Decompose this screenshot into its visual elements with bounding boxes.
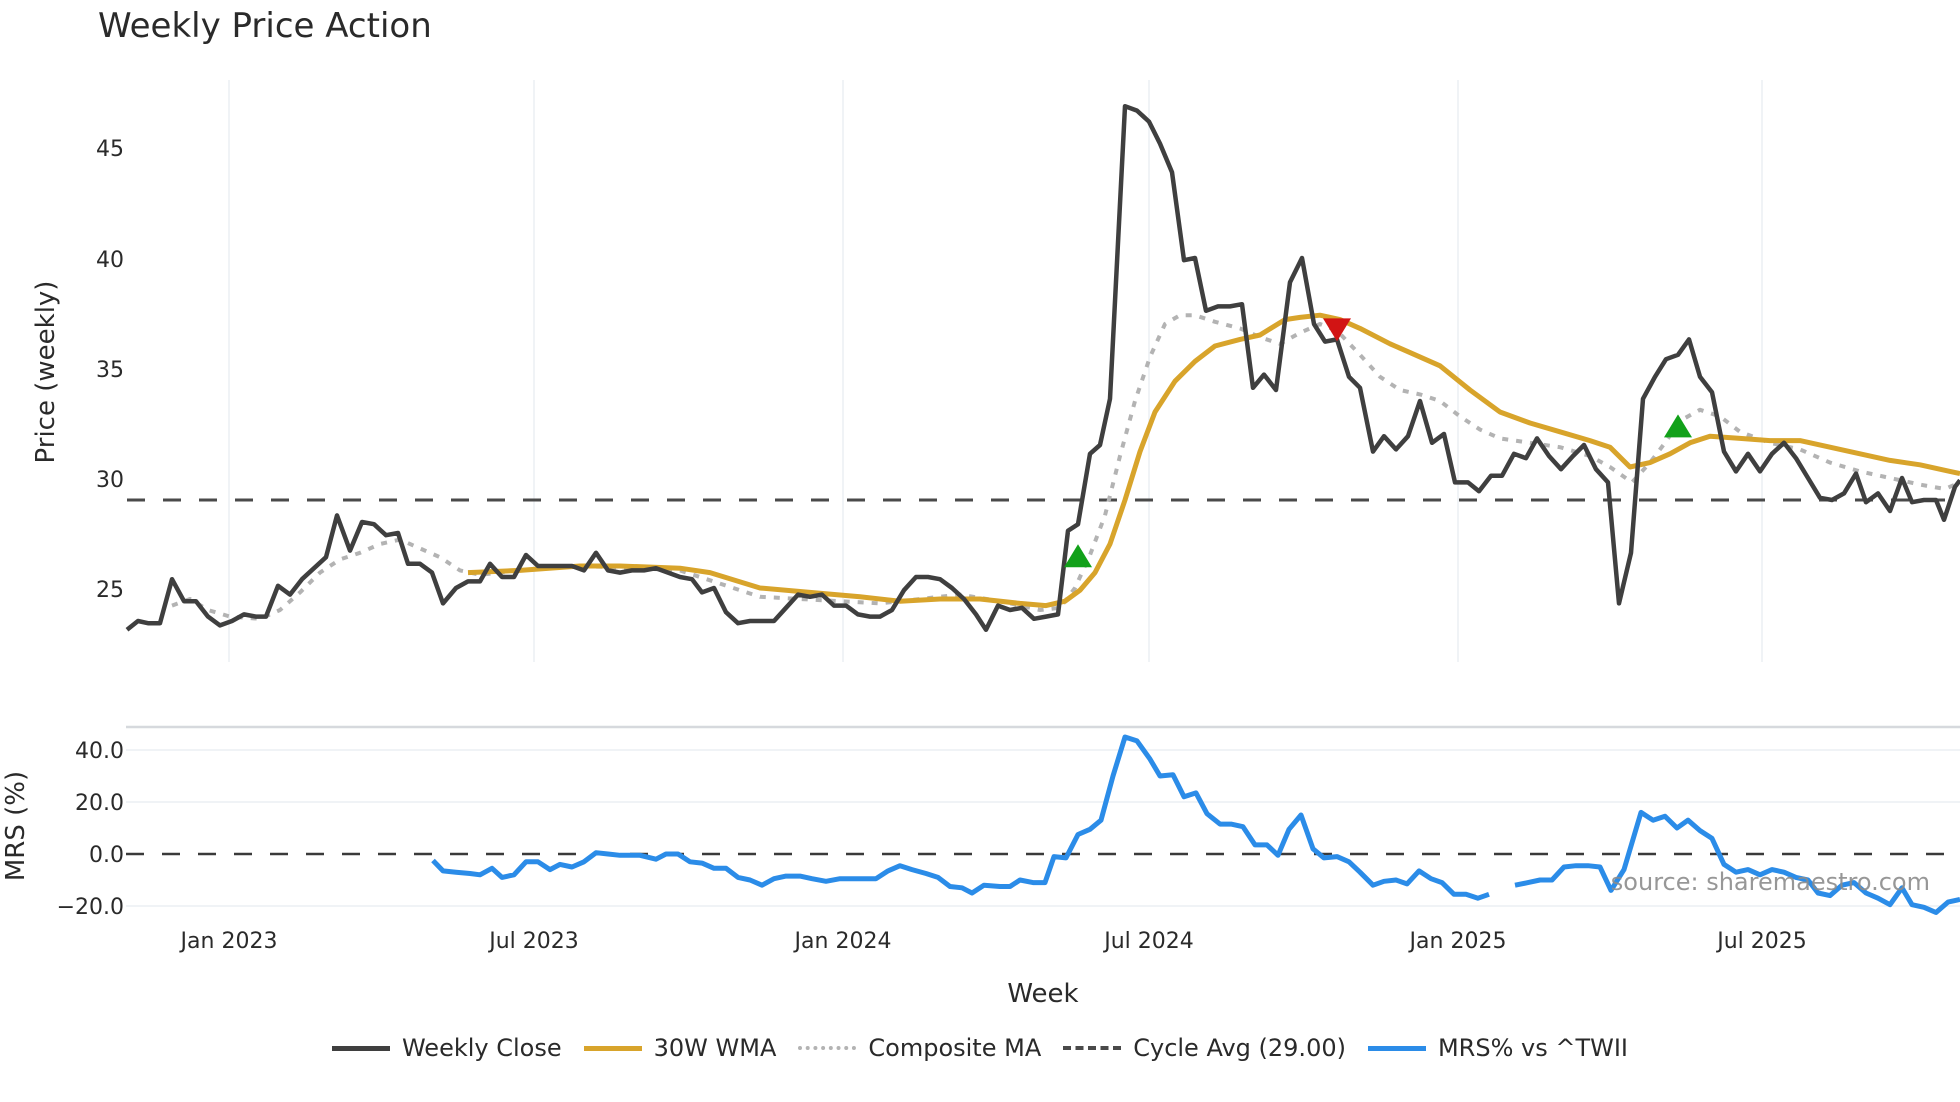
legend-swatch-30w-wma	[583, 1045, 642, 1051]
composite-ma-line	[171, 313, 1960, 621]
legend-label: Cycle Avg (29.00)	[1133, 1034, 1346, 1062]
mrs-tick-0: 0.0	[89, 843, 124, 868]
price-x-gridlines	[228, 80, 1763, 662]
legend-item-cycle-avg[interactable]: Cycle Avg (29.00)	[1063, 1034, 1346, 1062]
price-tick-45: 45	[96, 137, 124, 162]
x-tick-jul-2025: Jul 2025	[1715, 929, 1807, 954]
legend-label: Weekly Close	[401, 1034, 562, 1062]
weekly-close-line	[125, 103, 1960, 633]
legend-label: Composite MA	[868, 1034, 1042, 1062]
mrs-y-axis-title: MRS (%)	[1, 771, 31, 881]
mrs-y-gridlines	[126, 749, 1960, 907]
mrs-y-ticks: 40.0 20.0 0.0 −20.0	[57, 739, 124, 920]
sell-signal-marker-icon	[1323, 318, 1351, 342]
legend-swatch-cycle-avg	[1063, 1046, 1122, 1050]
price-y-ticks: 45 40 35 30 25	[96, 137, 124, 603]
mrs-tick-40: 40.0	[75, 739, 124, 764]
mrs-line	[431, 734, 1490, 901]
legend-item-weekly-close[interactable]: Weekly Close	[331, 1034, 562, 1062]
chart-title: Weekly Price Action	[98, 6, 432, 46]
x-tick-jan-2025: Jan 2025	[1408, 929, 1507, 954]
mrs-tick-neg20: −20.0	[57, 895, 124, 920]
price-tick-35: 35	[96, 358, 124, 383]
x-tick-jul-2024: Jul 2024	[1102, 929, 1194, 954]
legend-swatch-composite-ma	[798, 1046, 857, 1050]
legend-swatch-mrs	[1367, 1045, 1426, 1051]
legend-swatch-weekly-close	[331, 1045, 390, 1051]
buy-signal-marker-icon	[1664, 414, 1692, 438]
price-tick-25: 25	[96, 578, 124, 603]
legend-label: MRS% vs ^TWII	[1437, 1034, 1629, 1062]
mrs-line	[1514, 809, 1960, 915]
30w-wma-line	[467, 312, 1960, 609]
buy-signal-marker-icon	[1064, 544, 1092, 568]
mrs-series-group	[431, 734, 1960, 915]
source-watermark: source: sharemaestro.com	[1611, 868, 1930, 896]
x-axis-ticks: Jan 2023 Jul 2023 Jan 2024 Jul 2024 Jan …	[179, 929, 1807, 954]
x-tick-jan-2023: Jan 2023	[179, 929, 278, 954]
legend-item-mrs[interactable]: MRS% vs ^TWII	[1367, 1034, 1629, 1062]
price-y-axis-title: Price (weekly)	[31, 281, 61, 464]
x-axis-title: Week	[1007, 979, 1078, 1009]
signal-markers-group	[1064, 318, 1692, 568]
legend-label: 30W WMA	[653, 1034, 777, 1062]
x-tick-jan-2024: Jan 2024	[793, 929, 892, 954]
legend-item-composite-ma[interactable]: Composite MA	[798, 1034, 1041, 1062]
legend-item-30w-wma[interactable]: 30W WMA	[583, 1034, 777, 1062]
mrs-tick-20: 20.0	[75, 791, 124, 816]
price-tick-30: 30	[96, 468, 124, 493]
price-series-group	[125, 103, 1960, 633]
x-tick-jul-2023: Jul 2023	[487, 929, 579, 954]
chart-legend: Weekly Close 30W WMA Composite MA Cycle …	[0, 1034, 1960, 1062]
price-tick-40: 40	[96, 248, 124, 273]
